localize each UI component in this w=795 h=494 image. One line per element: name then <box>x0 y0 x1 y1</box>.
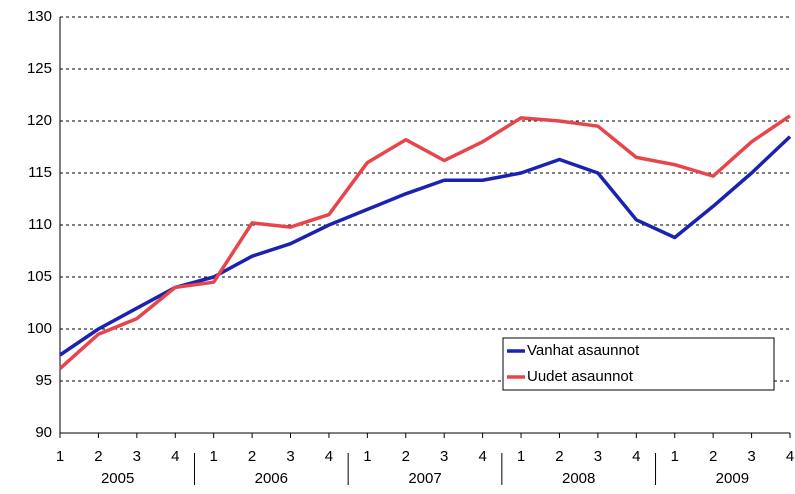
y-tick-label: 100 <box>27 320 52 337</box>
y-tick-label: 120 <box>27 112 52 129</box>
x-tick-label: 2 <box>402 448 410 465</box>
y-tick-label: 90 <box>35 424 52 441</box>
y-tick-label: 105 <box>27 268 52 285</box>
line-series <box>59 135 792 357</box>
x-tick-label: 1 <box>210 448 218 465</box>
x-tick-label: 3 <box>286 448 294 465</box>
x-tick-label: 4 <box>632 448 640 465</box>
legend-label: Vanhat asaunnot <box>527 342 640 359</box>
x-tick-label: 4 <box>786 448 794 465</box>
y-tick-label: 95 <box>35 372 52 389</box>
x-tick-label: 1 <box>363 448 371 465</box>
x-tick-label: 2 <box>555 448 563 465</box>
year-label: 2007 <box>408 470 441 487</box>
x-tick-label: 2 <box>94 448 102 465</box>
x-tick-label: 3 <box>440 448 448 465</box>
y-tick-label: 110 <box>28 216 52 233</box>
year-label: 2009 <box>716 470 749 487</box>
legend-label: Uudet asaunnot <box>527 368 634 385</box>
legend-box <box>502 337 775 391</box>
year-label: 2005 <box>101 470 134 487</box>
y-tick-label: 115 <box>28 164 52 181</box>
y-tick-label: 130 <box>27 8 52 25</box>
x-tick-label: 1 <box>671 448 679 465</box>
x-tick-label: 4 <box>325 448 333 465</box>
legend: Vanhat asaunnot Uudet asaunnot <box>502 337 775 391</box>
x-tick-label: 1 <box>56 448 64 465</box>
x-tick-label: 3 <box>133 448 141 465</box>
x-tick-label: 4 <box>171 448 179 465</box>
x-tick-label: 4 <box>478 448 486 465</box>
year-label: 2008 <box>562 470 595 487</box>
x-tick-label: 3 <box>747 448 755 465</box>
x-tick-label: 2 <box>709 448 717 465</box>
x-tick-label: 1 <box>517 448 525 465</box>
y-tick-label: 125 <box>27 60 52 77</box>
x-tick-label: 3 <box>594 448 602 465</box>
year-label: 2006 <box>255 470 288 487</box>
line-series <box>58 114 791 370</box>
x-tick-label: 2 <box>248 448 256 465</box>
